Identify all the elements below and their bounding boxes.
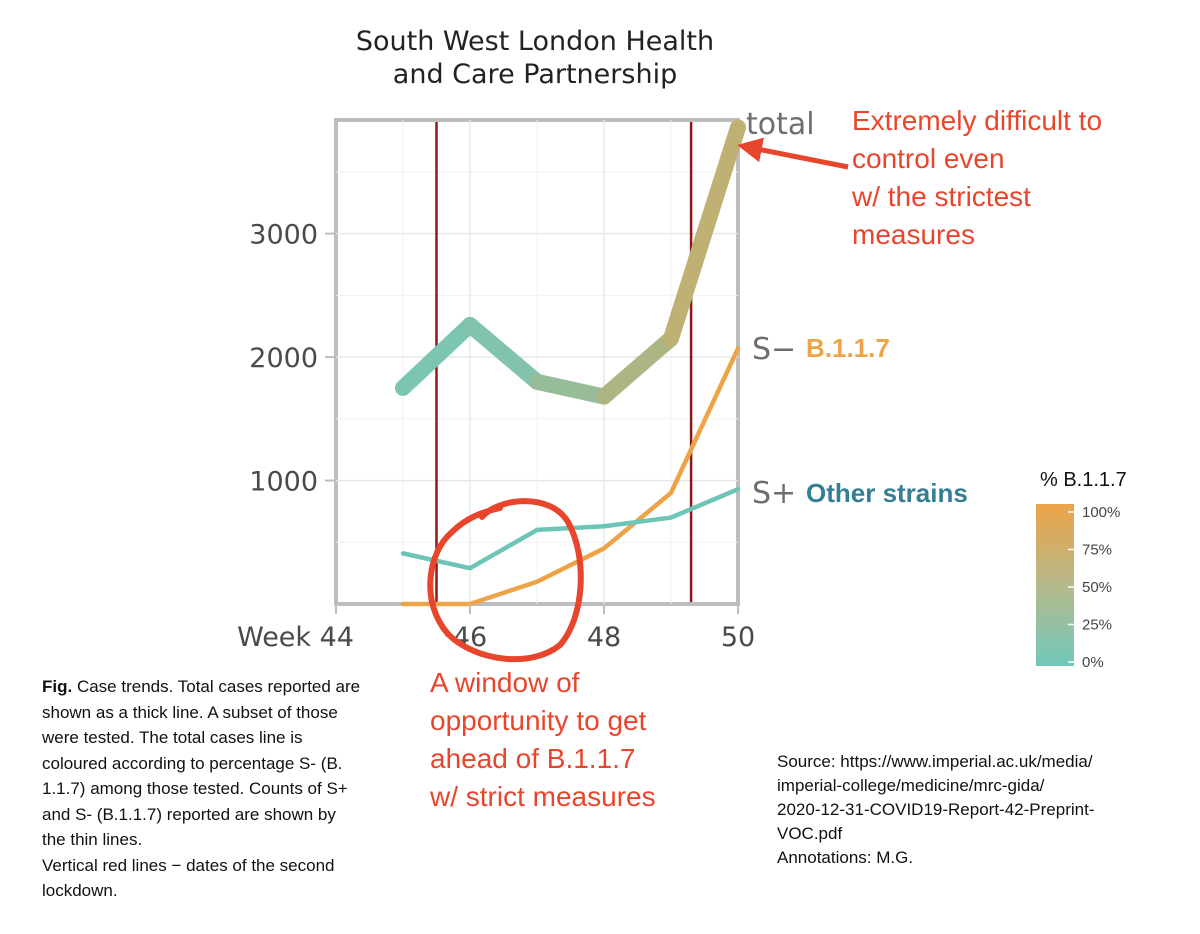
window-annotation-line-4: w/ strict measures: [429, 781, 656, 812]
source-line-2: imperial-college/medicine/mrc-gida/: [777, 776, 1045, 795]
caption-line-1: Case trends. Total cases: [72, 677, 263, 696]
x-tick-label: 48: [587, 622, 621, 653]
grid: [336, 120, 738, 604]
series: [395, 119, 746, 607]
legend-tick-label: 100%: [1082, 504, 1120, 521]
legend-tick-label: 25%: [1082, 617, 1112, 634]
total-line-segment: [462, 316, 545, 390]
other-strains-annotation: Other strains: [806, 478, 968, 508]
window-annotation-line-2: opportunity to get: [430, 705, 647, 736]
source-line-5: Annotations: M.G.: [777, 848, 914, 867]
caption-lockdown-note: Vertical red lines − dates of the second…: [42, 855, 335, 901]
source-line-1: Source: https://www.imperial.ac.uk/media…: [777, 752, 1093, 771]
x-tick-label: 50: [721, 622, 755, 653]
source-block: Source: https://www.imperial.ac.uk/media…: [777, 750, 1177, 870]
caption-body: reported are shown as a thick line. A su…: [42, 677, 361, 849]
chart-title-line-1: South West London Health: [356, 26, 714, 57]
legend-tick-label: 0%: [1082, 654, 1104, 671]
legend-tick-label: 75%: [1082, 542, 1112, 559]
difficult-annotation-line-4: measures: [852, 219, 975, 250]
legend-title: % B.1.1.7: [1040, 469, 1127, 491]
difficult-annotation-line-1: Extremely difficult to: [852, 105, 1102, 136]
y-tick-label: 2000: [249, 343, 318, 374]
legend-ticks: 100% 75% 50% 25% 0%: [1068, 504, 1120, 671]
legend-colorbar: [1036, 504, 1074, 666]
b117-annotation: B.1.1.7: [806, 333, 890, 363]
difficult-annotation-line-2: control even: [852, 143, 1005, 174]
chart-title-line-2: and Care Partnership: [393, 59, 677, 90]
source-line-4: VOC.pdf: [777, 824, 843, 843]
total-line-segment: [596, 330, 679, 405]
x-tick-label: Week 44: [237, 622, 354, 653]
y-tick-label: 3000: [249, 220, 318, 251]
difficult-annotation-line-3: w/ the strictest: [851, 181, 1031, 212]
window-circle: [427, 498, 584, 663]
source-line-3: 2020-12-31-COVID19-Report-42-Preprint-: [777, 800, 1095, 819]
figure-caption: Fig. Case trends. Total cases reported a…: [42, 674, 362, 904]
s-minus-line: [400, 346, 741, 607]
window-annotation-line-3: ahead of B.1.1.7: [430, 743, 636, 774]
legend-tick-label: 50%: [1082, 579, 1112, 596]
total-line-segment: [529, 373, 612, 405]
total-line-segment: [663, 119, 746, 347]
caption-fig-label: Fig.: [42, 677, 73, 696]
annotation-arrow: [737, 137, 849, 170]
total-line-segment: [395, 316, 478, 396]
y-tick-label: 1000: [249, 467, 318, 498]
s-plus-end-label: S+: [752, 476, 796, 511]
window-annotation-line-1: A window of: [430, 667, 580, 698]
total-end-label: total: [746, 107, 815, 142]
s-minus-end-label: S−: [752, 332, 796, 367]
